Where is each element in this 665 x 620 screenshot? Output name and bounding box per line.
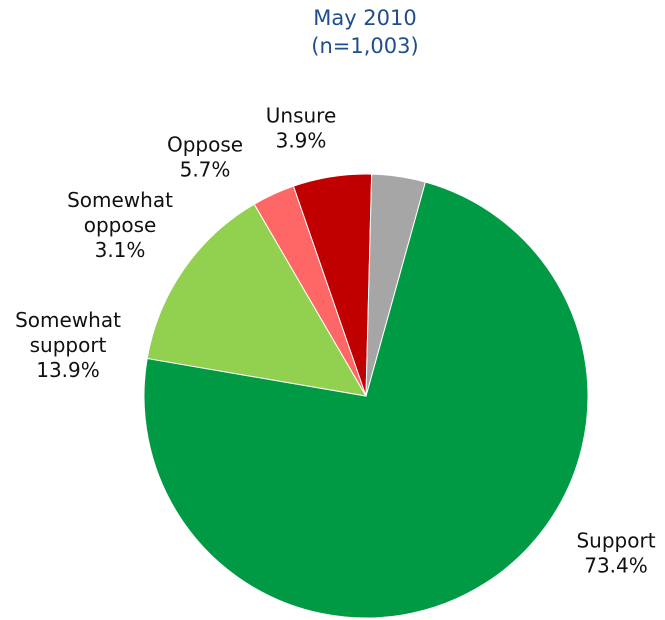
slice-label: Somewhat oppose 3.1%: [67, 188, 173, 262]
pie-slice: [365, 173, 426, 397]
slice-label: Somewhat support 13.9%: [15, 308, 121, 382]
pie-slice: [143, 181, 589, 619]
chart-title: May 2010: [313, 6, 417, 30]
slice-value-label: 5.7%: [180, 158, 231, 182]
slice-name-label: Oppose: [167, 133, 243, 157]
slice-value-label: 3.1%: [95, 238, 146, 262]
slice-name-label: Somewhat: [67, 188, 173, 212]
slice-label: Oppose 5.7%: [167, 133, 243, 182]
slice-label: Support 73.4%: [576, 529, 655, 578]
slice-value-label: 13.9%: [36, 358, 100, 382]
slice-value-label: 3.9%: [276, 129, 327, 153]
pie-slice: [146, 203, 367, 397]
slice-label: Unsure 3.9%: [266, 104, 337, 153]
slice-name-label: Somewhat: [15, 308, 121, 332]
slice-name-label: Support: [576, 529, 655, 553]
slice-name-label: Unsure: [266, 104, 337, 128]
chart-subtitle: (n=1,003): [311, 34, 419, 58]
slice-value-label: 73.4%: [584, 554, 648, 578]
slice-name-label: support: [30, 333, 107, 357]
slice-name-label: oppose: [84, 213, 157, 237]
